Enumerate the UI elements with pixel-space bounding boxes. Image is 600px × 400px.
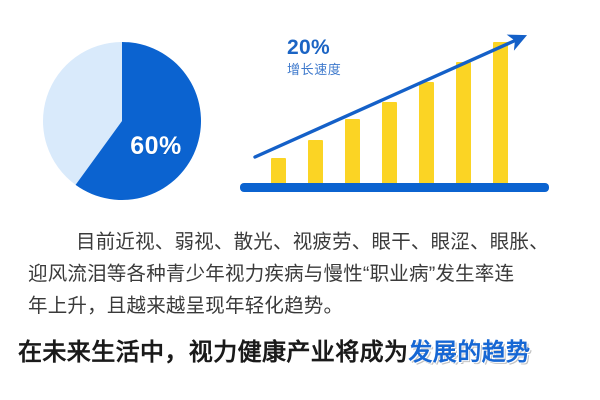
headline-emphasis-text: 发展的趋势 [408, 339, 531, 366]
body-paragraph-line: 年上升，且越来越呈现年轻化趋势。 [28, 295, 344, 317]
pie-slice-main [75, 42, 201, 200]
growth-rate-label: 20% 增长速度 [287, 36, 341, 77]
bar-chart: 20% 增长速度 [236, 18, 556, 198]
growth-rate-caption: 增长速度 [287, 61, 342, 77]
bar-chart-bars [236, 18, 556, 185]
bar-chart-bar [419, 82, 434, 185]
body-paragraph-line: 目前近视、弱视、散光、视疲劳、眼干、眼涩、眼胀、 [76, 231, 549, 253]
bar-chart-bar [271, 158, 286, 185]
bar-chart-baseline [240, 183, 549, 192]
headline-plain-text: 在未来生活中，视力健康产业将成为 [18, 339, 409, 366]
bar-chart-bar [345, 119, 360, 185]
bar-chart-bar [493, 42, 508, 185]
body-paragraph: 目前近视、弱视、散光、视疲劳、眼干、眼涩、眼胀、 迎风流泪等各种青少年视力疾病与… [28, 226, 573, 322]
headline: 在未来生活中，视力健康产业将成为发展的趋势 [18, 338, 588, 368]
bar-chart-bar [456, 62, 471, 185]
growth-rate-percent: 20% [287, 36, 330, 59]
bar-chart-bar [382, 102, 397, 185]
pie-slice-remainder [43, 42, 122, 185]
pie-percent-label: 60% [130, 132, 182, 160]
graphics-band: 60% 20% 增长速度 [43, 18, 556, 200]
trend-arrow-icon [253, 34, 528, 159]
pie-chart-svg [43, 42, 201, 200]
body-paragraph-line: 迎风流泪等各种青少年视力疾病与慢性“职业病”发生率连 [28, 263, 515, 285]
bar-chart-bar [308, 140, 323, 185]
pie-chart: 60% [43, 42, 201, 200]
